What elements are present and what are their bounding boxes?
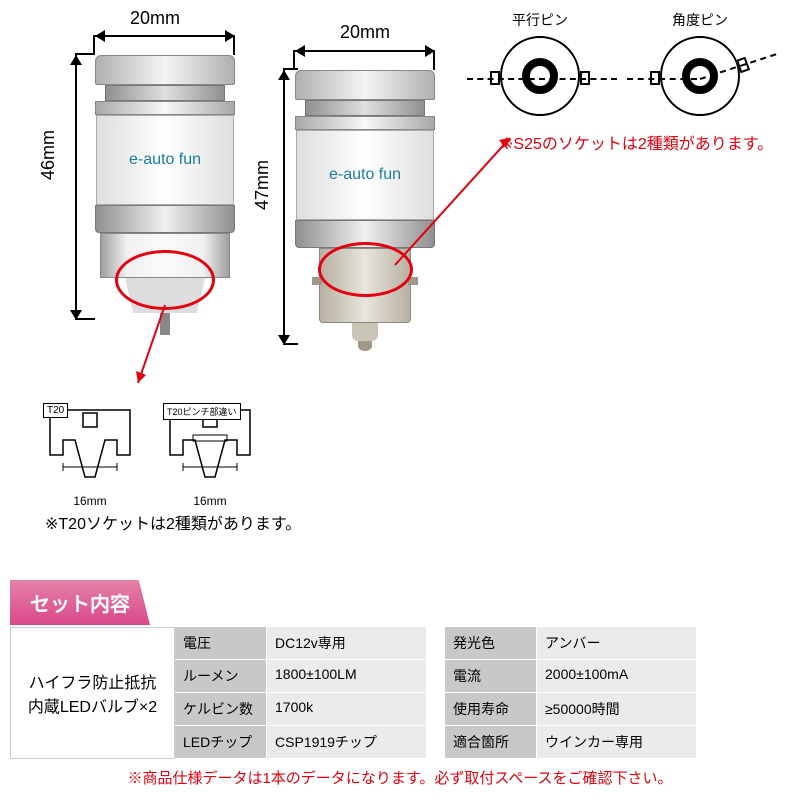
- t20-width-left: 16mm: [73, 494, 106, 508]
- socket-angle: 角度ピン: [660, 10, 740, 116]
- spec-v: ウインカー専用: [537, 726, 697, 759]
- spec-k: 電流: [445, 660, 537, 693]
- spec-k: ルーメン: [175, 660, 267, 693]
- dim-bulb1-h: 46mm: [38, 130, 59, 180]
- dim-bulb2-h: 47mm: [252, 160, 273, 210]
- t20-note: ※T20ソケットは2種類があります。: [45, 510, 301, 534]
- spec-v: CSP1919チップ: [267, 726, 427, 759]
- diagram-area: 20mm 46mm e-auto fun 20mm 47mm e-auto fu…: [0, 0, 800, 550]
- specs-table: セット内容 ハイフラ防止抵抗 内蔵LEDバルブ×2 電圧 DC12v専用 発光色…: [10, 580, 790, 788]
- spec-v: DC12v専用: [267, 627, 427, 660]
- t20-socket-left: T20 16mm: [45, 405, 135, 490]
- spec-k: LEDチップ: [175, 726, 267, 759]
- arrow-bulb2-w: [295, 50, 435, 52]
- red-arrow-t20: [130, 305, 180, 395]
- specs-grid: ハイフラ防止抵抗 内蔵LEDバルブ×2 電圧 DC12v専用 発光色 アンバー …: [10, 627, 790, 759]
- t20-socket-right: T20ピンチ部違い 16mm: [165, 405, 255, 490]
- specs-left-desc: ハイフラ防止抵抗 内蔵LEDバルブ×2: [10, 627, 175, 759]
- spec-k: 電圧: [175, 627, 267, 660]
- spec-v: アンバー: [537, 627, 697, 660]
- specs-header: セット内容: [10, 580, 150, 625]
- spec-k: 発光色: [445, 627, 537, 660]
- socket-parallel: 平行ピン: [500, 10, 580, 116]
- brand-text-2: e-auto fun: [329, 166, 401, 184]
- socket-parallel-label: 平行ピン: [500, 10, 580, 30]
- s25-note: ※S25のソケットは2種類があります。: [500, 130, 773, 154]
- callout-circle-t20: [115, 250, 215, 310]
- arrow-bulb2-h: [283, 70, 285, 345]
- spec-k: ケルビン数: [175, 693, 267, 726]
- spec-k: 適合箇所: [445, 726, 537, 759]
- dim-bulb2-w: 20mm: [340, 22, 390, 43]
- specs-footer-note: ※商品仕様データは1本のデータになります。必ず取付スペースをご確認下さい。: [10, 767, 790, 788]
- spec-v: 1700k: [267, 693, 427, 726]
- t20-width-right: 16mm: [193, 494, 226, 508]
- arrow-bulb1-w: [95, 35, 235, 37]
- spec-v: 1800±100LM: [267, 660, 427, 693]
- dim-bulb1-w: 20mm: [130, 8, 180, 29]
- spec-v: 2000±100mA: [537, 660, 697, 693]
- t20-tag-left: T20: [43, 403, 68, 418]
- spec-k: 使用寿命: [445, 693, 537, 726]
- t20-tag-right: T20ピンチ部違い: [163, 403, 241, 420]
- spec-v: ≥50000時間: [537, 693, 697, 726]
- brand-text: e-auto fun: [129, 151, 201, 169]
- socket-angle-label: 角度ピン: [660, 10, 740, 30]
- arrow-bulb1-h: [75, 55, 77, 320]
